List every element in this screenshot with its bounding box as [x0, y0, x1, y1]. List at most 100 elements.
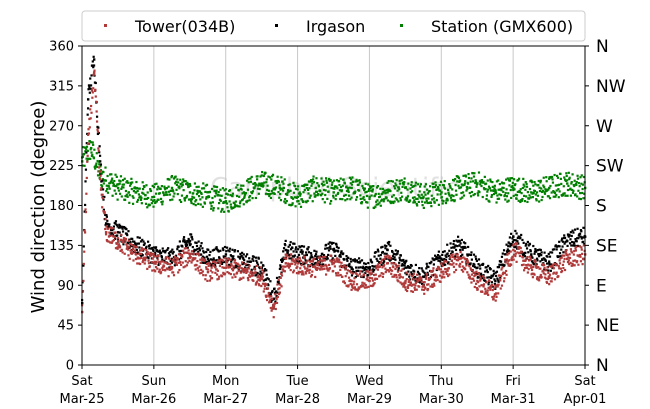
data-point: [199, 261, 202, 264]
data-point: [376, 265, 379, 268]
data-point: [116, 239, 120, 243]
data-point: [383, 260, 386, 263]
data-point: [509, 177, 512, 180]
data-point: [319, 194, 323, 197]
data-point: [102, 208, 106, 211]
data-point: [436, 278, 439, 281]
data-point: [147, 240, 150, 243]
data-point: [465, 185, 468, 189]
data-point: [526, 256, 529, 259]
data-point: [201, 270, 204, 273]
data-point: [476, 182, 479, 185]
data-point: [198, 190, 202, 193]
data-point: [256, 271, 259, 275]
data-point: [501, 252, 504, 255]
data-point: [280, 285, 283, 288]
data-point: [91, 60, 94, 63]
data-point: [555, 189, 558, 192]
data-point: [466, 259, 469, 262]
data-point: [384, 192, 387, 195]
data-point: [464, 246, 467, 249]
data-point: [390, 195, 394, 198]
data-point: [429, 275, 433, 279]
data-point: [134, 250, 137, 253]
data-point: [483, 277, 486, 280]
data-point: [541, 263, 545, 266]
data-point: [227, 210, 230, 213]
data-point: [571, 188, 574, 192]
data-point: [451, 263, 454, 266]
data-point: [480, 184, 483, 188]
data-point: [309, 263, 312, 267]
data-point: [558, 252, 562, 255]
data-point: [345, 272, 349, 275]
data-point: [406, 195, 410, 198]
data-point: [437, 203, 440, 206]
data-point: [370, 194, 373, 197]
data-point: [279, 192, 282, 196]
data-point: [157, 250, 160, 253]
data-point: [497, 279, 500, 282]
data-point: [480, 274, 483, 277]
data-point: [256, 175, 259, 178]
data-point: [481, 284, 484, 287]
data-point: [529, 196, 532, 199]
data-point: [415, 288, 418, 291]
data-point: [286, 193, 289, 196]
data-point: [562, 185, 565, 188]
data-point: [197, 269, 200, 272]
data-point: [200, 253, 203, 256]
data-point: [230, 267, 234, 270]
data-point: [233, 201, 236, 205]
data-point: [149, 188, 152, 191]
data-point: [361, 266, 364, 270]
data-point: [155, 249, 158, 252]
data-point: [101, 193, 104, 196]
data-point: [320, 182, 324, 185]
data-point: [474, 180, 478, 183]
data-point: [294, 246, 298, 249]
data-point: [450, 246, 453, 249]
data-point: [265, 283, 268, 286]
data-point: [527, 251, 530, 254]
data-point: [451, 255, 455, 259]
data-point: [101, 197, 105, 200]
data-point: [224, 257, 227, 260]
data-point: [157, 198, 160, 201]
data-point: [105, 184, 108, 187]
data-point: [364, 262, 367, 265]
data-point: [248, 257, 251, 260]
data-point: [246, 179, 249, 182]
data-point: [99, 173, 102, 176]
data-point: [429, 201, 433, 205]
data-point: [212, 264, 215, 267]
data-point: [377, 203, 380, 206]
data-point: [467, 182, 470, 185]
data-point: [387, 180, 390, 183]
data-point: [538, 279, 541, 282]
data-point: [178, 240, 181, 243]
data-point: [285, 254, 289, 257]
vertical-grid: [153, 46, 514, 365]
data-point: [473, 172, 476, 175]
data-point: [441, 264, 444, 267]
data-point: [193, 189, 196, 192]
data-point: [403, 286, 407, 289]
data-point: [431, 198, 434, 201]
data-point: [370, 269, 373, 272]
data-point: [570, 234, 573, 238]
data-point: [345, 255, 348, 258]
data-point: [454, 183, 457, 187]
data-point: [553, 191, 557, 195]
data-point: [236, 266, 240, 270]
data-point: [492, 297, 495, 301]
data-point: [424, 193, 427, 196]
data-point: [345, 264, 348, 267]
data-point: [354, 275, 357, 279]
data-point: [316, 261, 319, 264]
data-point: [287, 263, 290, 266]
data-point: [477, 271, 481, 275]
data-point: [355, 266, 358, 269]
data-point: [82, 146, 85, 149]
data-point: [353, 286, 357, 289]
